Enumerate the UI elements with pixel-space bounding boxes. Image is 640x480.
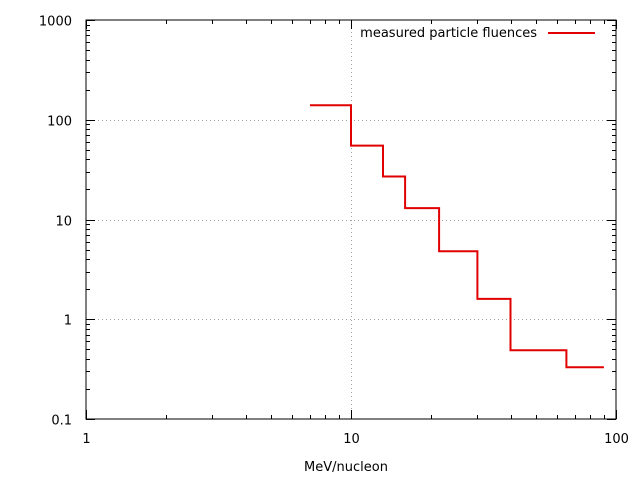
grid [86,20,616,419]
y-tick-label: 1000 [39,15,72,30]
legend: measured particle fluences [360,26,595,41]
plot-frame [85,19,617,420]
y-axis-ticks: 0.1 1 10 100 1000 [39,15,616,429]
x-tick-label: 1 [82,432,90,447]
series-line [310,104,604,369]
x-tick-label: 100 [604,432,629,447]
x-axis-label: MeV/nucleon [304,460,388,475]
y-tick-label: 10 [55,215,72,230]
x-tick-label: 10 [343,432,360,447]
x-axis-ticks: 1 10 100 [82,20,629,447]
minor-ticks [86,20,616,419]
y-tick-label: 100 [47,115,72,130]
legend-entry-label: measured particle fluences [360,26,537,41]
y-tick-label: 1 [64,314,72,329]
series-layer [310,104,604,369]
y-tick-label: 0.1 [51,414,72,429]
